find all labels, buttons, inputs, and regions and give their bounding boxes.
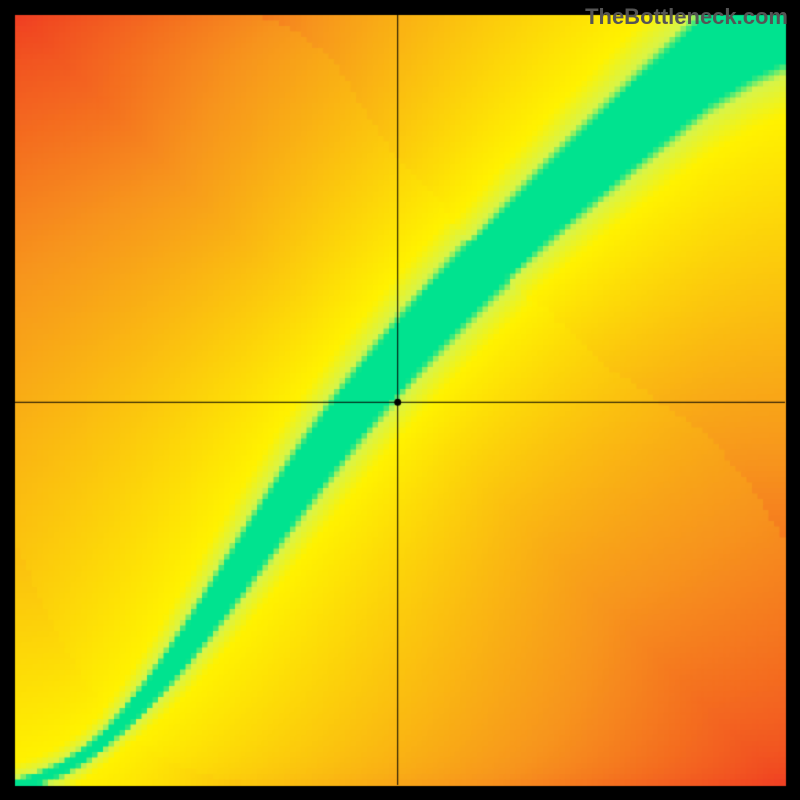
watermark-text: TheBottleneck.com: [585, 4, 788, 30]
bottleneck-heatmap: [0, 0, 800, 800]
chart-container: TheBottleneck.com: [0, 0, 800, 800]
